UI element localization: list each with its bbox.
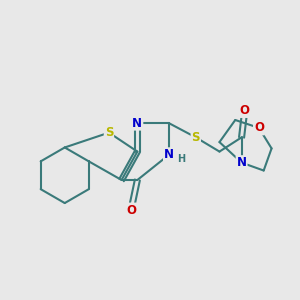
Text: O: O — [240, 104, 250, 117]
Text: N: N — [237, 156, 247, 169]
Text: S: S — [191, 131, 200, 144]
Text: N: N — [164, 148, 174, 161]
Text: O: O — [126, 203, 136, 217]
Text: N: N — [132, 117, 142, 130]
Text: O: O — [254, 122, 264, 134]
Text: H: H — [177, 154, 185, 164]
Text: S: S — [105, 126, 113, 139]
